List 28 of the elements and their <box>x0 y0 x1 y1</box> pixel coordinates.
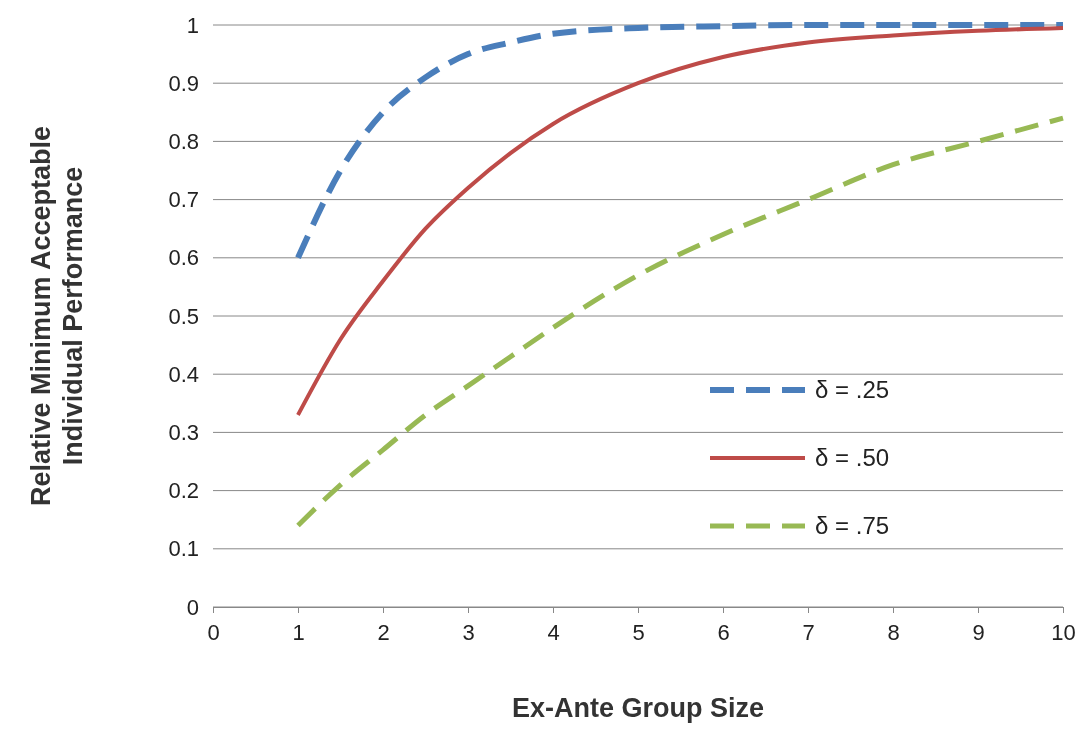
y-tick-label: 0.4 <box>168 361 199 387</box>
x-tick-label: 4 <box>547 620 560 646</box>
y-tick-label: 0.9 <box>168 70 199 96</box>
legend-label: δ = .75 <box>815 512 890 539</box>
x-tick-label: 8 <box>887 620 900 646</box>
y-tick-label: 0.5 <box>168 303 199 329</box>
y-tick-label: 0 <box>186 594 199 620</box>
x-tick-label: 10 <box>1051 620 1076 646</box>
line-series <box>296 25 1065 417</box>
y-tick-label: 0.2 <box>168 478 199 504</box>
x-tick-label: 6 <box>717 620 730 646</box>
x-tick-label: 1 <box>292 620 305 646</box>
y-tick-label: 0.3 <box>168 419 199 445</box>
x-tick-label: 7 <box>802 620 815 646</box>
legend-label: δ = .25 <box>815 376 890 403</box>
x-tick-label: 2 <box>377 620 390 646</box>
y-tick-label: 0.1 <box>168 536 199 562</box>
x-tick-label: 5 <box>632 620 645 646</box>
legend-label: δ = .50 <box>815 444 890 471</box>
y-tick-label: 0.6 <box>168 245 199 271</box>
y-tick-label: 0.8 <box>168 128 199 154</box>
x-tick-label: 9 <box>972 620 985 646</box>
x-axis-title: Ex-Ante Group Size <box>511 693 765 723</box>
x-tick-label: 3 <box>462 620 475 646</box>
y-tick-label: 1 <box>186 12 199 38</box>
y-tick-label: 0.7 <box>168 187 199 213</box>
x-tick-label: 0 <box>207 620 220 646</box>
y-axis-title: Relative Minimum Acceptable Individual Performance <box>26 125 89 507</box>
